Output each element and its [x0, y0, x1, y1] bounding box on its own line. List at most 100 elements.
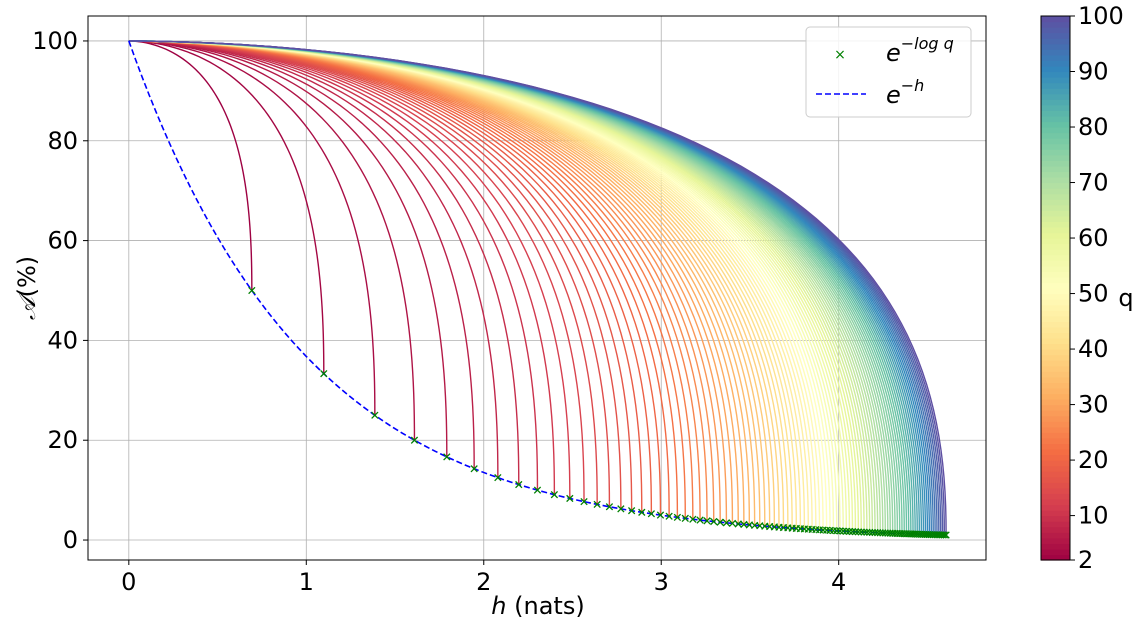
colorbar-band	[1041, 165, 1070, 173]
colorbar-band	[1041, 437, 1070, 445]
marker-x	[710, 517, 718, 526]
colorbar-band	[1041, 232, 1070, 239]
marker-x	[942, 531, 950, 539]
marker-x	[848, 527, 857, 536]
legend-label-envelope: e−h	[886, 76, 924, 109]
colorbar-tick-label: 10	[1078, 502, 1109, 530]
colorbar-band	[1041, 510, 1070, 517]
colorbar-tick-label: 20	[1078, 446, 1109, 474]
plot-frame	[87, 15, 987, 561]
colorbar-band	[1041, 49, 1070, 56]
colorbar-band	[1041, 21, 1070, 28]
colorbar-band	[1041, 498, 1070, 506]
colorbar-band	[1041, 60, 1070, 67]
marker-x	[638, 508, 646, 516]
colorbar-tick-label: 50	[1078, 280, 1109, 308]
marker-x	[842, 527, 850, 535]
marker-x	[940, 531, 948, 539]
colorbar-band	[1041, 293, 1070, 300]
colorbar-band	[1041, 365, 1070, 372]
colorbar-band	[1041, 182, 1070, 189]
x-tick-label: 4	[831, 568, 846, 596]
legend-label-markers-base: e	[886, 39, 901, 67]
marker-x	[593, 500, 601, 509]
y-tick-label: 60	[47, 227, 78, 255]
colorbar-band	[1041, 121, 1070, 128]
colorbar-band	[1041, 193, 1070, 200]
colorbar-ticks: 2 10 20 30 40 50 60 70 80 90 100	[1070, 2, 1124, 574]
q-curve	[128, 40, 585, 502]
colorbar-band	[1041, 16, 1070, 23]
q-curve	[128, 40, 520, 485]
colorbar-band	[1041, 387, 1070, 395]
colorbar-band	[1041, 310, 1070, 317]
colorbar-band	[1041, 349, 1070, 356]
colorbar-band	[1041, 71, 1070, 78]
marker-x	[550, 491, 559, 499]
colorbar-band	[1041, 460, 1070, 467]
colorbar-band	[1041, 332, 1070, 339]
colorbar-band	[1041, 154, 1070, 161]
colorbar-band	[1041, 221, 1070, 228]
colorbar-band	[1041, 476, 1070, 483]
colorbar-tick-label: 70	[1078, 169, 1109, 197]
colorbar-band	[1041, 526, 1070, 533]
colorbar-band	[1041, 82, 1070, 89]
marker-x	[851, 528, 860, 536]
colorbar-frame	[1040, 15, 1071, 561]
y-axis: 0 20 40 60 80 100	[32, 27, 88, 554]
marker-x	[470, 465, 478, 473]
colorbar-band	[1041, 288, 1070, 295]
x-tick-label: 0	[121, 568, 136, 596]
legend-label-envelope-base: e	[886, 81, 901, 109]
marker-x	[656, 511, 665, 519]
marker-x	[728, 519, 737, 528]
colorbar-band	[1041, 32, 1070, 39]
colorbar-band	[1041, 543, 1070, 550]
colorbar-tick-label: 100	[1078, 2, 1124, 30]
colorbar-band	[1041, 77, 1070, 84]
marker-x	[839, 527, 847, 535]
colorbar-gradient	[1041, 16, 1070, 561]
colorbar-band	[1041, 171, 1070, 178]
colorbar-band	[1041, 382, 1070, 389]
colorbar-band	[1041, 38, 1070, 45]
colorbar-tick-label: 2	[1078, 546, 1093, 574]
y-tick-label: 20	[47, 426, 78, 454]
marker-x	[566, 494, 574, 503]
colorbar-band	[1041, 99, 1070, 106]
marker-x	[703, 517, 711, 525]
marker-x	[533, 486, 542, 494]
colorbar-band	[1041, 260, 1070, 267]
colorbar-band	[1041, 443, 1070, 450]
colorbar-band	[1041, 337, 1070, 345]
colorbar-band	[1041, 54, 1070, 62]
colorbar-tick-label: 90	[1078, 58, 1109, 86]
y-tick-label: 80	[47, 127, 78, 155]
q-curve	[128, 40, 325, 374]
colorbar-tick-label: 80	[1078, 113, 1109, 141]
marker-x	[681, 514, 689, 522]
colorbar-band	[1041, 376, 1070, 383]
marker-x	[689, 515, 697, 523]
colorbar-band	[1041, 254, 1070, 261]
marker-x	[494, 473, 502, 482]
marker-x	[647, 510, 656, 518]
colorbar-label: q	[1118, 284, 1133, 312]
colorbar-band	[1041, 532, 1070, 539]
y-tick-label: 100	[32, 27, 78, 55]
q-curve	[128, 40, 499, 478]
y-tick-label: 40	[47, 326, 78, 354]
colorbar-band	[1041, 371, 1070, 378]
colorbar-band	[1041, 421, 1070, 428]
q-curve	[128, 40, 253, 291]
colorbar-band	[1041, 393, 1070, 400]
colorbar-band	[1041, 65, 1070, 73]
colorbar-band	[1041, 282, 1070, 289]
q-curve	[128, 40, 475, 469]
colorbar-band	[1041, 215, 1070, 222]
marker-x	[845, 527, 854, 536]
legend-marker-symbol: ×	[834, 47, 846, 63]
x-tick-label: 2	[476, 568, 491, 596]
